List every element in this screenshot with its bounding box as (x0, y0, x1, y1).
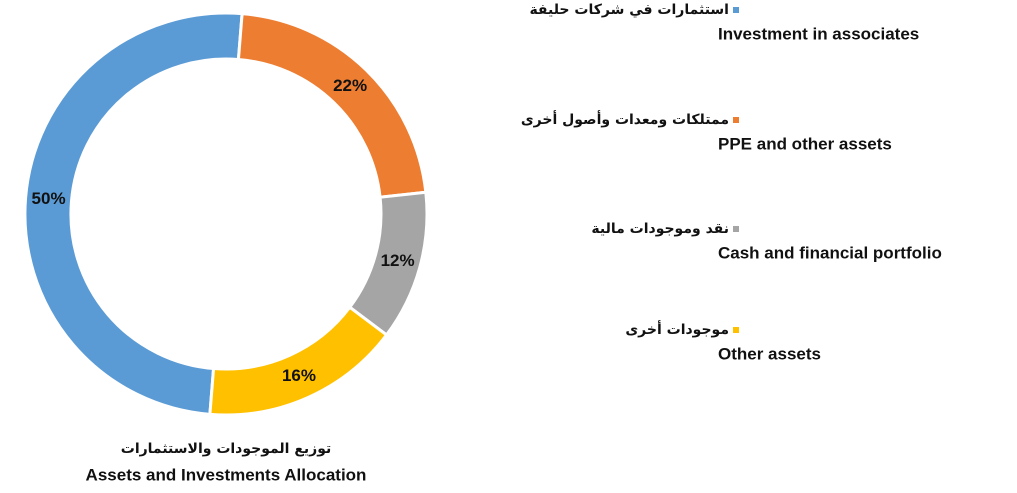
chart-title: Assets and Investments Allocation (86, 465, 367, 484)
legend-label-ar: نقد وموجودات مالية (591, 221, 729, 237)
donut-segment (208, 305, 389, 417)
data-label: 16% (282, 366, 316, 385)
legend-marker (733, 7, 739, 13)
legend-label-ar: موجودات أخرى (625, 320, 729, 338)
donut-segment (236, 12, 428, 199)
legend-label-ar: ممتلكات ومعدات وأصول أخرى (521, 110, 729, 128)
chart-title-ar: توزيع الموجودات والاستثمارات (121, 441, 332, 457)
data-label: 12% (381, 251, 415, 270)
legend-label: Cash and financial portfolio (718, 243, 942, 262)
legend-marker (733, 226, 739, 232)
data-label: 22% (333, 76, 367, 95)
legend-label-ar: استثمارات في شركات حليفة (529, 2, 729, 18)
legend-label: Investment in associates (718, 24, 919, 43)
legend-label: PPE and other assets (718, 134, 892, 153)
legend-label: Other assets (718, 344, 821, 363)
legend-marker (733, 117, 739, 123)
data-label: 50% (32, 189, 66, 208)
donut-segment (23, 11, 244, 416)
legend-marker (733, 327, 739, 333)
